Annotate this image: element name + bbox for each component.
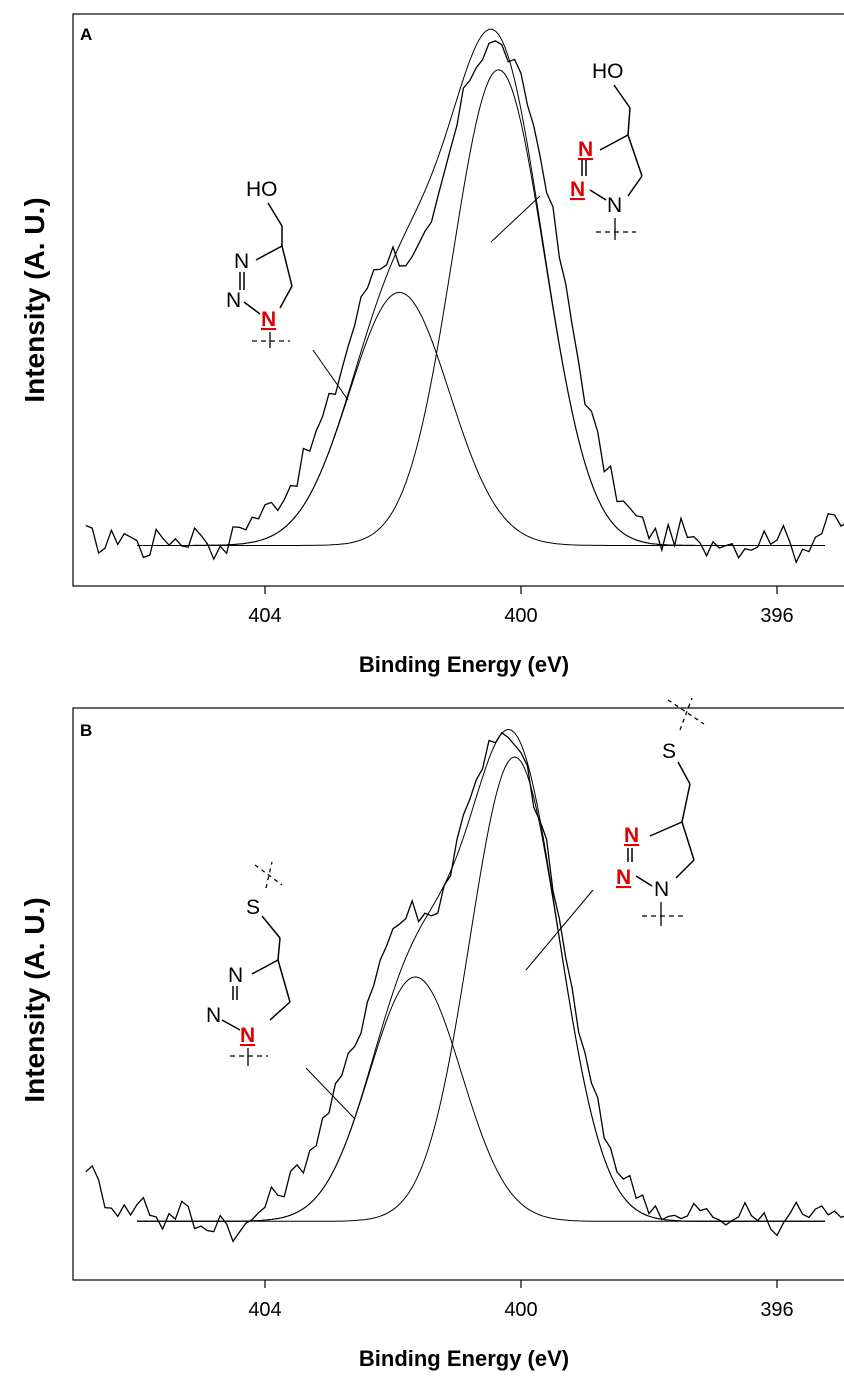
ring-nitrogen: N [206, 1004, 221, 1027]
highlighted-nitrogen: N [261, 308, 276, 331]
sulfur-label: S [246, 896, 260, 919]
fit-component-curve [137, 291, 825, 546]
x-tick-label: 400 [504, 1299, 537, 1321]
xps-chart-panel-b: B 404 400 396 Binding Energy (eV) Intensit… [19, 697, 844, 1371]
plot-frame [72, 707, 844, 1281]
pointer-line [312, 349, 349, 401]
pointer-line [305, 1067, 355, 1119]
measured-spectrum [85, 40, 844, 565]
measured-spectrum [85, 731, 844, 1243]
fit-envelope-curve [137, 728, 825, 1222]
triazole-structure-n2-n3: HO N N N [490, 60, 643, 243]
sulfur-label: S [662, 740, 676, 763]
panel-letter: A [80, 25, 92, 44]
x-tick-label: 396 [760, 605, 793, 627]
ring-nitrogen: N [654, 878, 669, 901]
x-tick-label: 404 [248, 605, 281, 627]
x-tick-label: 400 [504, 605, 537, 627]
triazole-structure-n2-n3: S N N N [525, 697, 705, 971]
pointer-line [525, 889, 594, 971]
y-axis-label: Intensity (A. U.) [19, 197, 50, 402]
ring-nitrogen: N [228, 964, 243, 987]
y-axis-label: Intensity (A. U.) [19, 897, 50, 1102]
fit-curves [137, 728, 825, 1222]
x-tick-label: 396 [760, 1299, 793, 1321]
plot-frame [72, 13, 844, 587]
ring-nitrogen: N [607, 194, 622, 217]
ring-nitrogen: N [234, 250, 249, 273]
triazole-structure-n1: S N N N [206, 861, 355, 1119]
fit-envelope-curve [137, 28, 825, 546]
pointer-line [490, 195, 541, 243]
highlighted-nitrogen: N [616, 866, 631, 889]
ring-nitrogen: N [226, 289, 241, 312]
x-axis-label: Binding Energy (eV) [359, 1346, 569, 1371]
fit-component-curve [137, 976, 825, 1222]
hydroxyl-label: HO [246, 178, 278, 201]
xps-chart-panel-a: A 404 400 396 Binding Energy (eV) Intensit… [19, 13, 844, 677]
highlighted-nitrogen: N [624, 824, 639, 847]
x-ticks: 404 400 396 [248, 1280, 794, 1321]
hydroxyl-label: HO [592, 60, 624, 83]
measured-line [85, 40, 844, 565]
triazole-structure-n1: HO N N N [226, 178, 349, 401]
fit-component-curve [137, 756, 825, 1222]
x-tick-label: 404 [248, 1299, 281, 1321]
highlighted-nitrogen: N [570, 178, 585, 201]
panel-letter: B [80, 721, 92, 740]
highlighted-nitrogen: N [578, 138, 593, 161]
measured-line [85, 731, 844, 1243]
x-axis-label: Binding Energy (eV) [359, 652, 569, 677]
highlighted-nitrogen: N [240, 1024, 255, 1047]
x-ticks: 404 400 396 [248, 586, 794, 627]
fit-curves [137, 28, 825, 546]
